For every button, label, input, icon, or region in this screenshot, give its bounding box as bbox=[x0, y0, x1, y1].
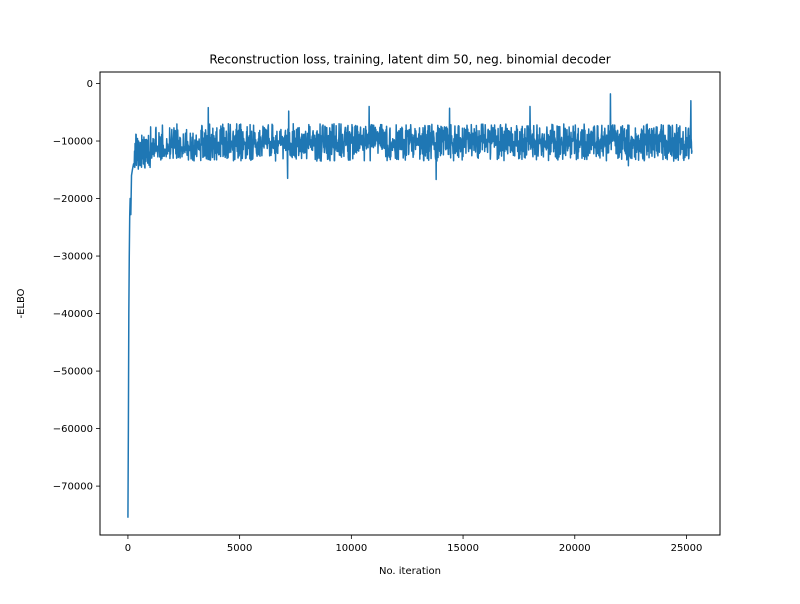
plot-frame bbox=[99, 71, 721, 536]
y-tick-label: −50000 bbox=[53, 367, 93, 378]
y-tick-label: −20000 bbox=[53, 194, 93, 205]
x-tick-label: 15000 bbox=[447, 543, 479, 554]
y-tick-label: −10000 bbox=[53, 137, 93, 148]
y-tick-label: 0 bbox=[87, 79, 93, 90]
y-axis: 0 −10000 −20000 −30000 −40000 −50000 −60000 −70… bbox=[53, 79, 100, 493]
series-line bbox=[127, 93, 693, 518]
y-tick-label: −30000 bbox=[53, 252, 93, 263]
x-tick-label: 0 bbox=[125, 543, 131, 554]
x-tick-label: 20000 bbox=[559, 543, 591, 554]
chart-title: Reconstruction loss, training, latent di… bbox=[209, 53, 610, 67]
y-tick-label: −40000 bbox=[53, 309, 93, 320]
y-tick-label: −60000 bbox=[53, 424, 93, 435]
y-axis-label: -ELBO bbox=[16, 288, 27, 318]
x-tick-label: 5000 bbox=[227, 543, 252, 554]
x-tick-label: 25000 bbox=[671, 543, 703, 554]
x-axis-label: No. iteration bbox=[379, 566, 441, 577]
x-axis: 0 5000 10000 15000 20000 25000 bbox=[125, 535, 703, 554]
y-tick-label: −70000 bbox=[53, 482, 93, 493]
x-tick-label: 10000 bbox=[335, 543, 367, 554]
series-layer bbox=[127, 93, 693, 518]
